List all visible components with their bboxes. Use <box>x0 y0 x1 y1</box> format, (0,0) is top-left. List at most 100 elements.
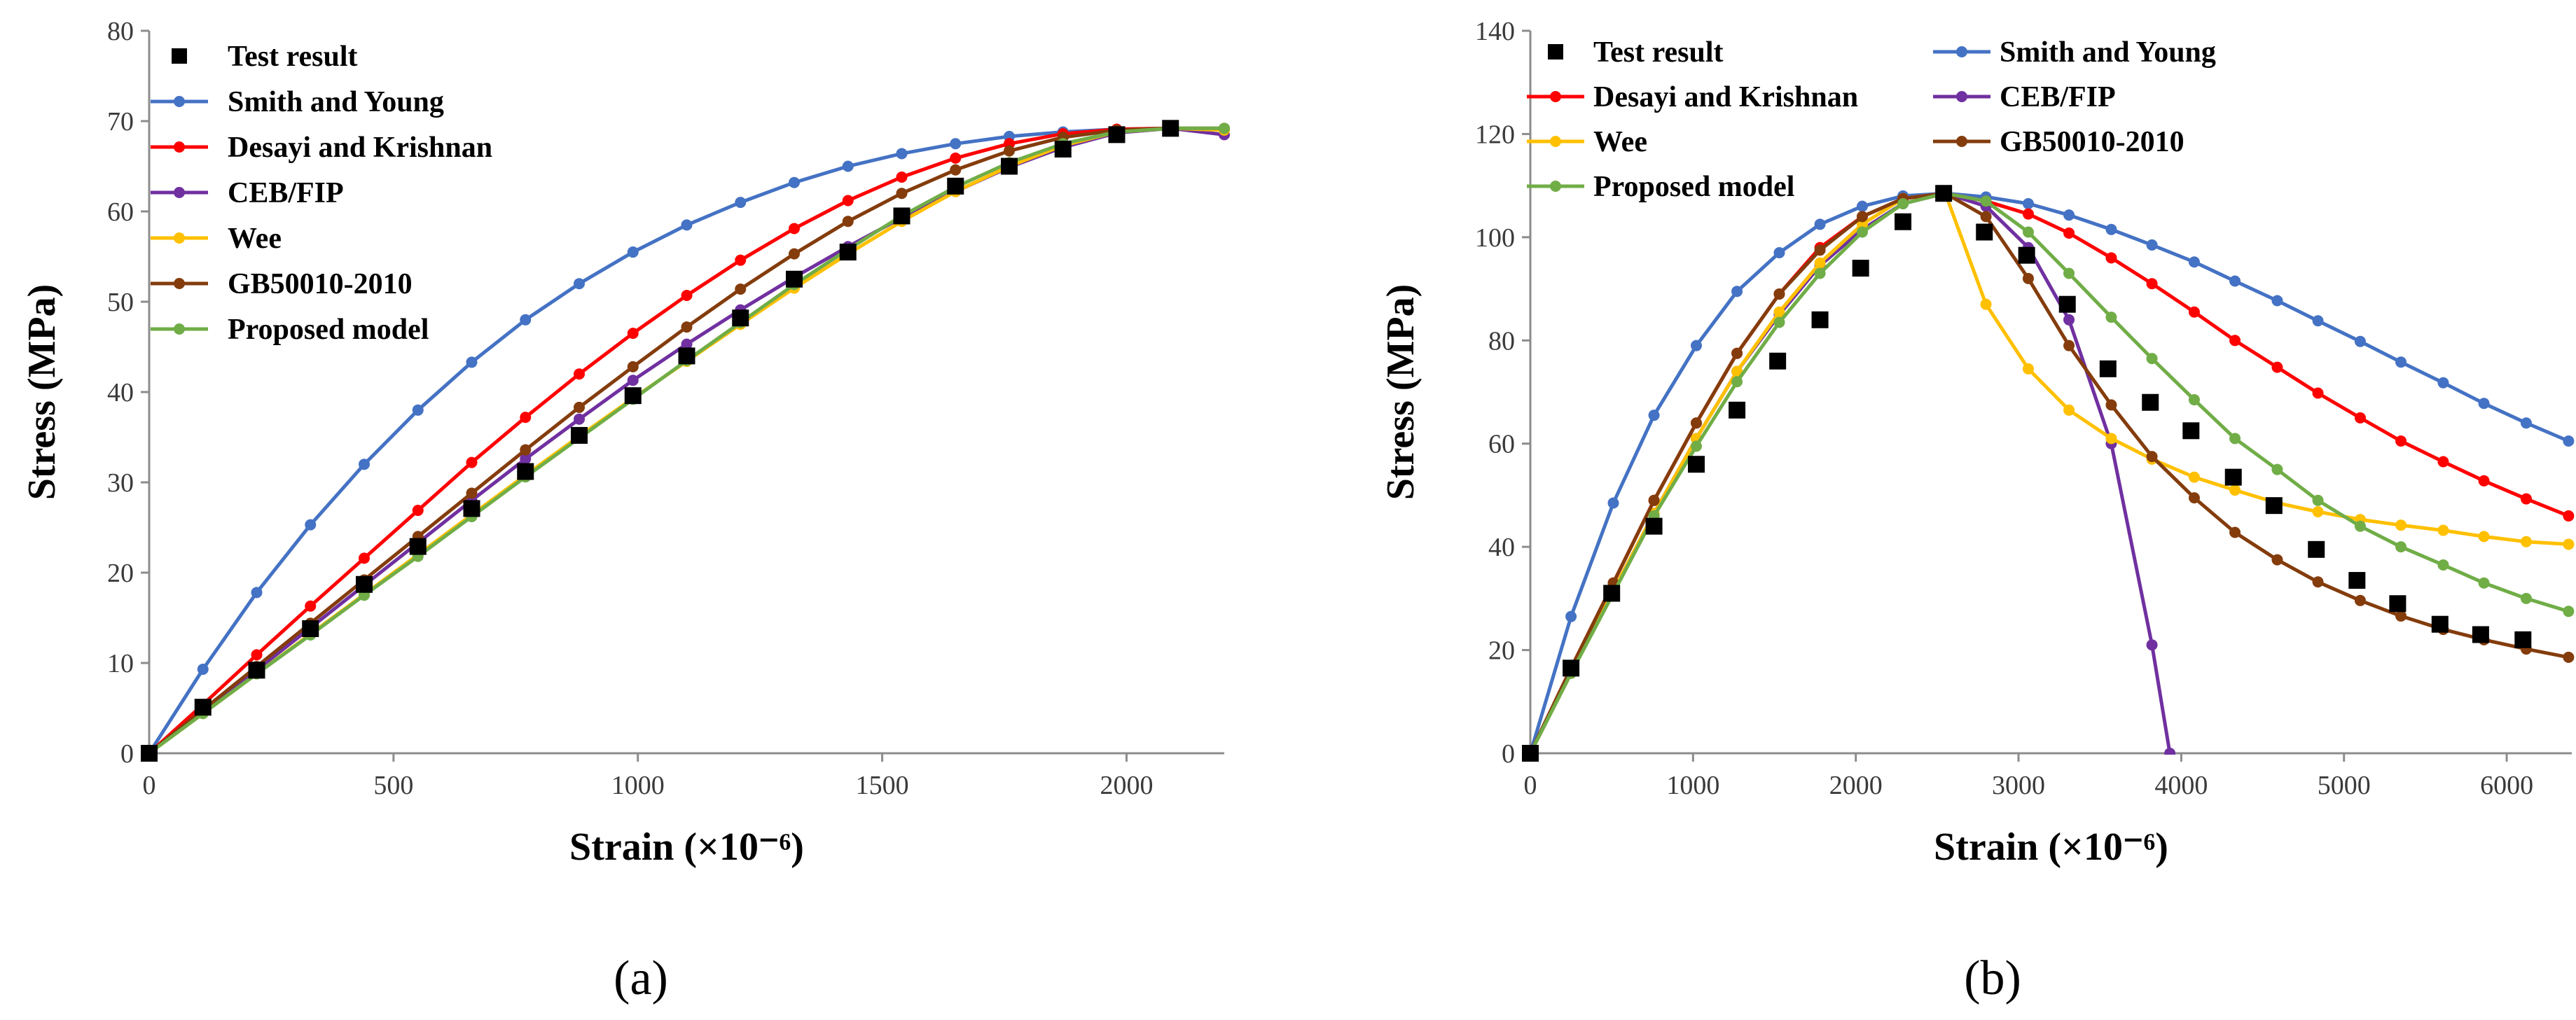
series-smith-and-young <box>149 123 1230 755</box>
y-tick-label: 80 <box>107 17 134 46</box>
series-gb50010-2010 <box>1530 188 2575 755</box>
data-point-gb50010-2010 <box>2395 610 2407 622</box>
chart-panel-b: 0 1000 2000 3000 4000 5000 6000 0 20 40 60 80 100 120… <box>1379 17 2575 1005</box>
x-tick-label: 3000 <box>1992 771 2045 800</box>
data-point-gb50010-2010 <box>2312 576 2324 588</box>
legend-item-proposed-model: Proposed model <box>151 314 429 346</box>
chart-panel-a: 0 500 1000 1500 2000 0 10 20 30 40 50 60 70 80 Strain … <box>20 17 1230 1005</box>
y-tick-label: 50 <box>107 288 134 317</box>
data-point-proposed-model <box>1856 226 1868 238</box>
data-point-proposed-model <box>2312 494 2324 506</box>
data-point-proposed-model <box>2105 312 2117 323</box>
data-point-test-result <box>1976 223 1993 241</box>
legend-item-desayi-and-krishnan: Desayi and Krishnan <box>151 132 492 164</box>
data-point-proposed-model <box>2478 577 2490 589</box>
data-point-smith-and-young <box>520 314 532 326</box>
data-point-desayi-and-krishnan <box>735 254 747 266</box>
data-point-proposed-model <box>2563 606 2575 617</box>
data-point-proposed-model <box>2146 353 2158 365</box>
data-point-smith-and-young <box>1814 218 1826 230</box>
data-point-wee <box>1856 218 1868 230</box>
panel-label: (b) <box>1964 951 2021 1005</box>
legend-marker <box>174 278 185 289</box>
y-tick-label: 40 <box>107 378 134 407</box>
series-line-desayi-and-krishnan <box>1530 191 2570 755</box>
data-point-wee <box>2437 524 2449 536</box>
data-point-test-result <box>409 538 427 555</box>
data-point-smith-and-young <box>1565 610 1577 622</box>
data-point-desayi-and-krishnan <box>412 504 424 516</box>
data-point-ceb-fip <box>681 338 693 350</box>
data-point-proposed-model <box>2229 433 2241 445</box>
legend-item-ceb-fip: CEB/FIP <box>151 177 344 209</box>
legend: Test result Smith and Young Desayi and Kri… <box>151 41 492 346</box>
data-point-test-result <box>1769 352 1787 370</box>
data-point-wee <box>2063 404 2075 416</box>
data-point-smith-and-young <box>2271 295 2283 307</box>
data-point-desayi-and-krishnan <box>2354 412 2366 424</box>
data-point-wee <box>2022 363 2034 375</box>
data-point-test-result <box>839 244 857 261</box>
data-point-test-result <box>624 387 642 405</box>
data-point-desayi-and-krishnan <box>789 223 800 235</box>
data-point-smith-and-young <box>2395 356 2407 368</box>
data-point-smith-and-young <box>842 160 854 172</box>
series-line-wee <box>1530 191 2569 755</box>
data-point-test-result <box>1895 213 1912 230</box>
data-point-smith-and-young <box>305 519 317 531</box>
data-point-smith-and-young <box>574 278 585 290</box>
data-point-desayi-and-krishnan <box>466 456 478 468</box>
data-point-proposed-model <box>2520 592 2532 604</box>
data-point-proposed-model <box>1980 195 1992 207</box>
data-point-gb50010-2010 <box>574 401 585 413</box>
data-point-smith-and-young <box>2437 377 2449 389</box>
data-point-proposed-model <box>1814 267 1826 279</box>
data-point-test-result <box>1603 585 1621 602</box>
data-point-ceb-fip <box>2063 314 2075 326</box>
data-point-proposed-model <box>2437 559 2449 571</box>
legend-marker <box>1956 91 1967 102</box>
y-tick-label: 20 <box>1488 636 1515 666</box>
data-point-desayi-and-krishnan <box>305 600 317 612</box>
legend-marker <box>1550 181 1561 192</box>
data-point-test-result <box>2099 360 2117 377</box>
data-point-proposed-model <box>2271 463 2283 475</box>
data-point-smith-and-young <box>2022 197 2034 209</box>
data-point-test-result <box>141 745 158 762</box>
legend-label: Smith and Young <box>2000 36 2216 69</box>
data-point-test-result <box>2308 540 2325 558</box>
data-point-ceb-fip <box>2146 639 2158 651</box>
data-point-test-result <box>302 620 319 637</box>
data-point-smith-and-young <box>896 148 908 160</box>
y-axis-label: Stress (MPa) <box>20 284 64 500</box>
data-point-gb50010-2010 <box>2146 451 2158 463</box>
data-point-test-result <box>571 426 588 444</box>
data-point-test-result <box>1001 158 1018 175</box>
data-point-desayi-and-krishnan <box>2520 493 2532 505</box>
series-proposed-model <box>149 123 1230 755</box>
series-ceb-fip <box>1530 188 2176 755</box>
legend-marker <box>174 232 185 244</box>
data-point-desayi-and-krishnan <box>2063 227 2075 239</box>
data-point-smith-and-young <box>2063 209 2075 221</box>
data-point-desayi-and-krishnan <box>2146 278 2158 290</box>
data-point-smith-and-young <box>1731 286 1743 298</box>
data-point-proposed-model <box>1690 440 1702 452</box>
data-point-wee <box>1773 306 1785 318</box>
x-axis-label: Strain (×10⁻⁶) <box>569 825 804 869</box>
data-point-test-result <box>463 500 480 517</box>
data-point-smith-and-young <box>627 246 639 258</box>
legend-marker <box>174 141 185 153</box>
x-tick-label: 1500 <box>856 771 909 800</box>
data-point-wee <box>2229 484 2241 496</box>
data-point-gb50010-2010 <box>681 321 693 333</box>
data-point-desayi-and-krishnan <box>359 552 370 564</box>
legend-label: Desayi and Krishnan <box>228 132 492 164</box>
data-point-gb50010-2010 <box>950 164 962 176</box>
y-tick-label: 40 <box>1488 533 1515 562</box>
y-tick-label: 140 <box>1475 17 1515 46</box>
legend-item-gb50010-2010: GB50010-2010 <box>151 268 413 300</box>
data-point-desayi-and-krishnan <box>2437 456 2449 468</box>
data-point-proposed-model <box>1773 316 1785 328</box>
series-line-proposed-model <box>1530 191 2570 755</box>
